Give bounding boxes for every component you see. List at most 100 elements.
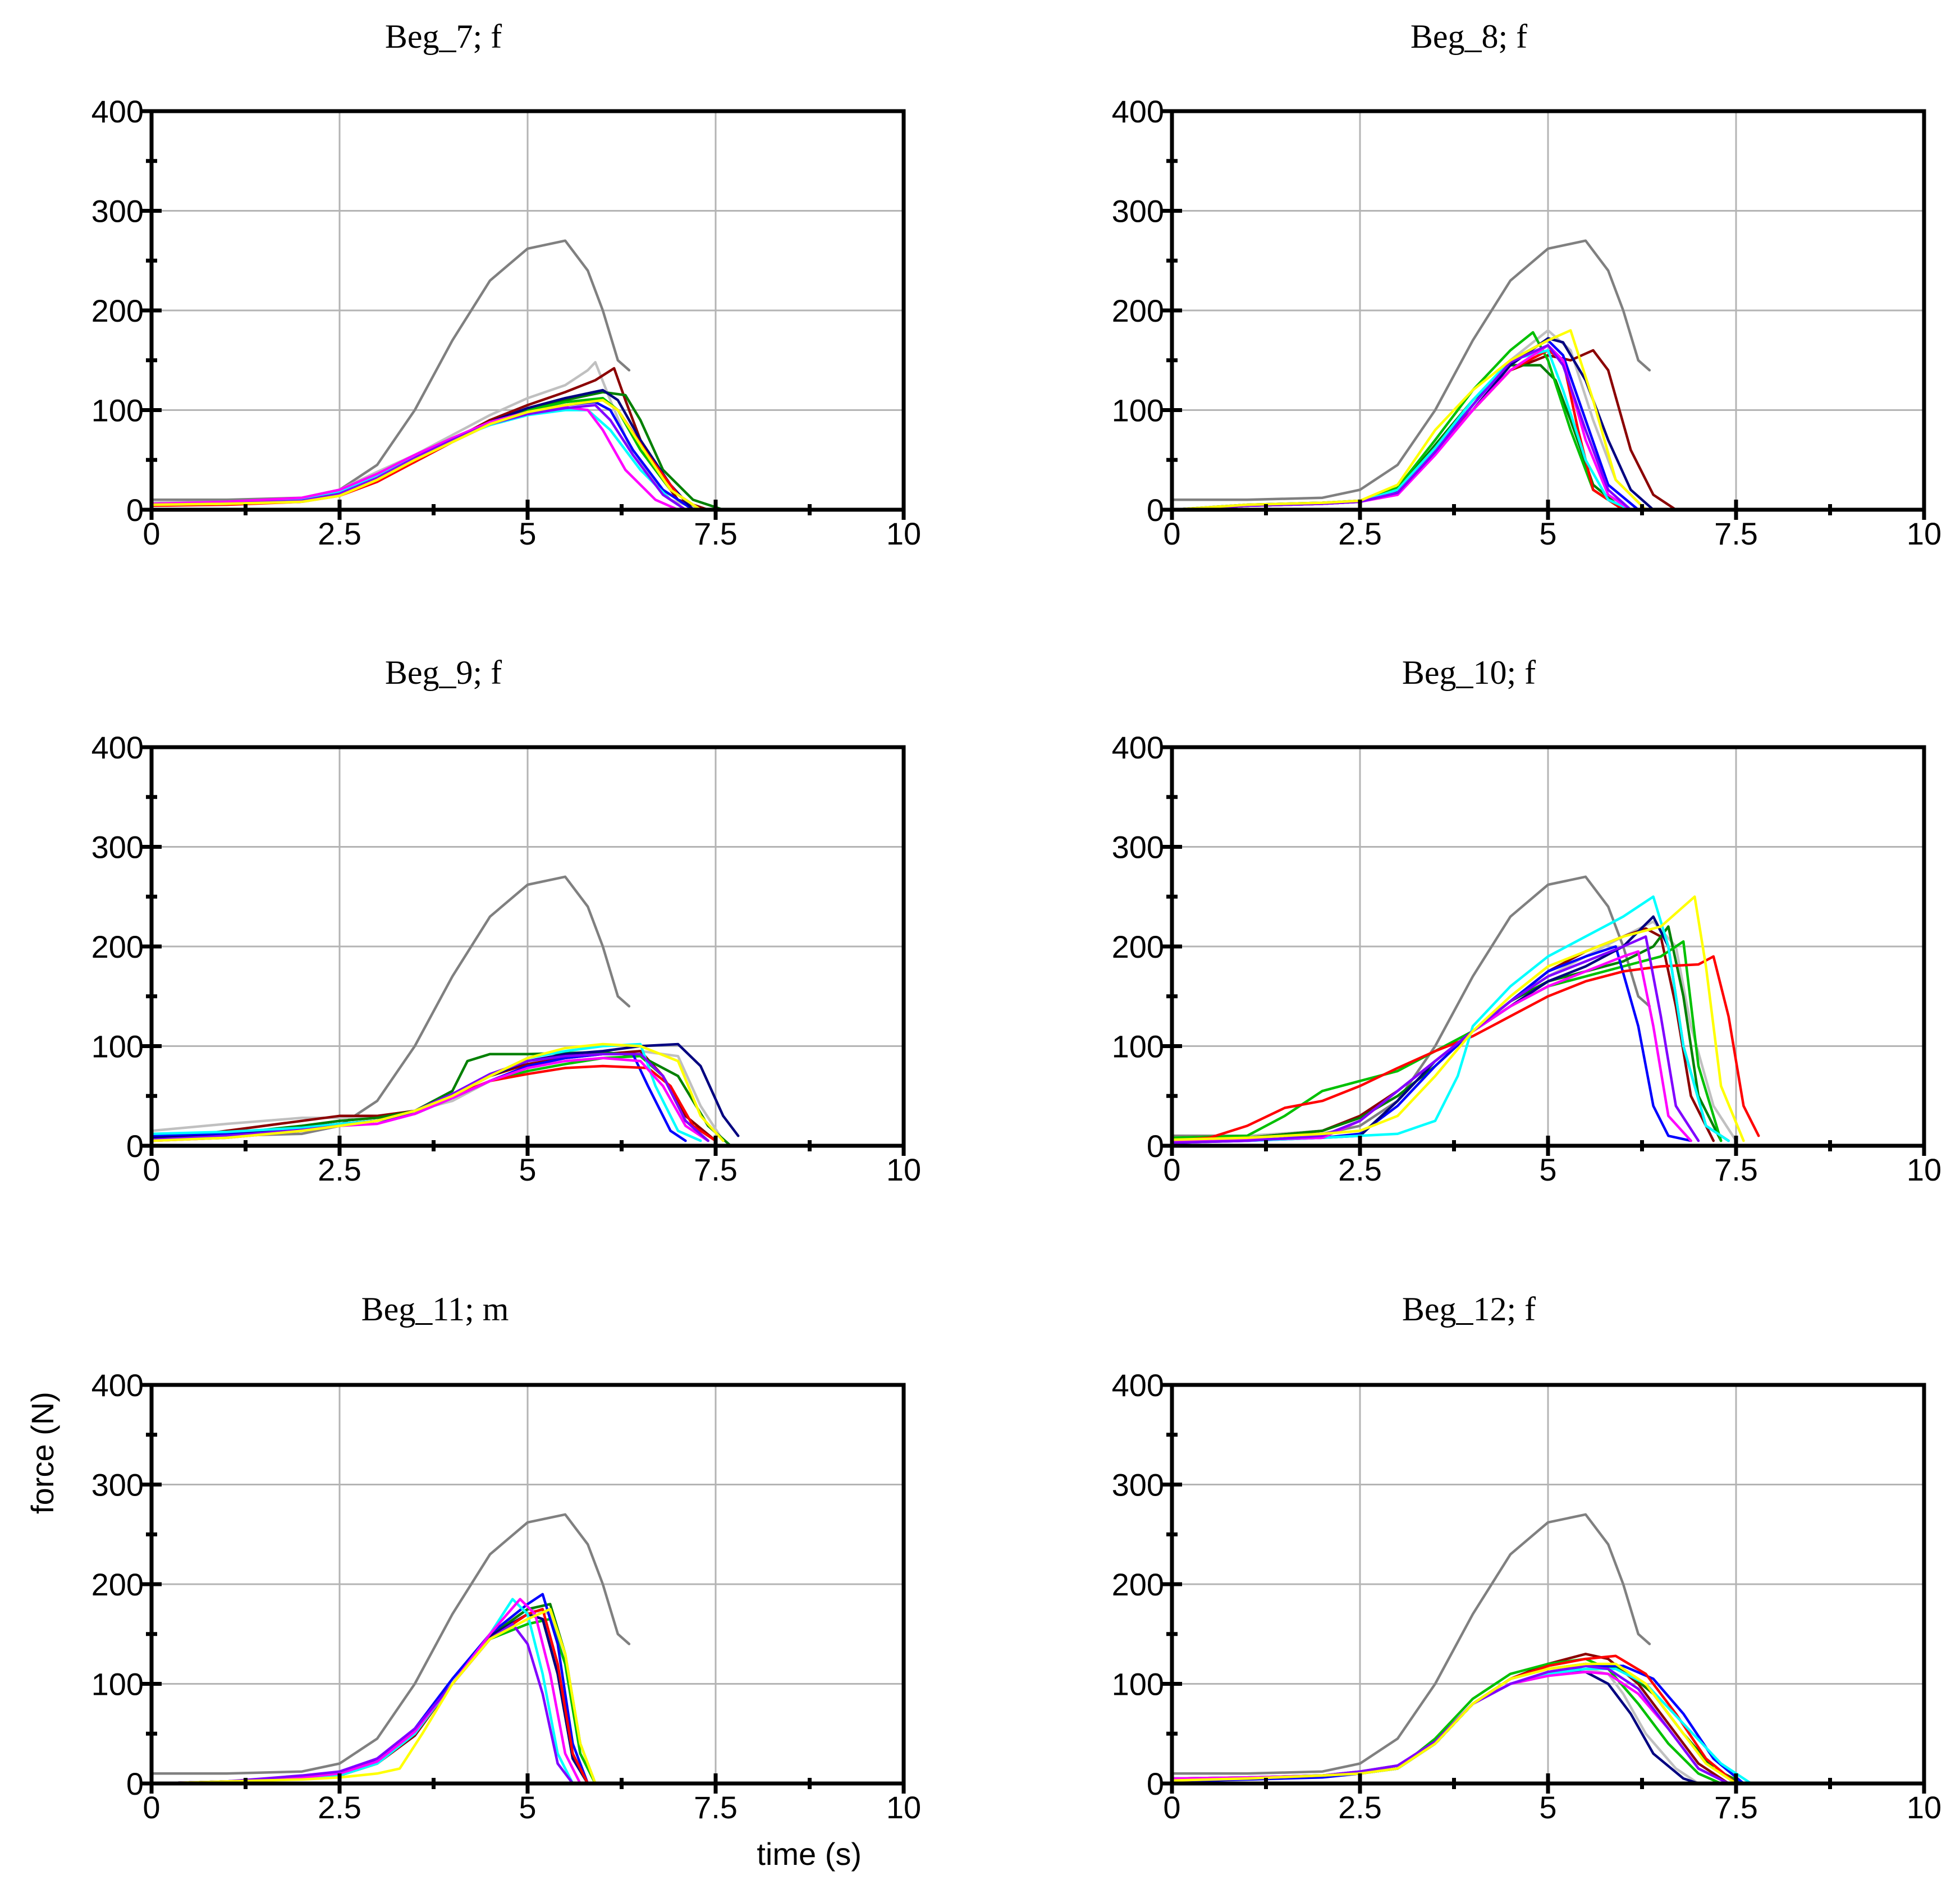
series-group — [150, 875, 740, 1147]
x-tick-label: 7.5 — [1714, 1790, 1758, 1825]
x-tick-label: 2.5 — [1338, 1152, 1382, 1187]
x-tick-label: 5 — [519, 1790, 536, 1825]
y-tick-labels: 0 100 200 300 400 — [91, 730, 144, 1164]
y-tick-label: 200 — [1112, 1567, 1164, 1602]
gridlines — [1172, 1385, 1924, 1783]
y-tick-label: 100 — [1112, 393, 1164, 428]
series-line-trial-9 — [150, 405, 680, 511]
x-tick-label: 5 — [1539, 1790, 1556, 1825]
y-tick-label: 400 — [1112, 1368, 1164, 1403]
y-tick-label: 200 — [1112, 929, 1164, 964]
y-tick-label: 400 — [1112, 94, 1164, 129]
axis-ticks — [1162, 745, 1926, 1156]
chart-title: Beg_9; f — [385, 654, 502, 691]
axis-ticks — [141, 109, 906, 520]
series-line-trial-11 — [1170, 329, 1647, 511]
chart-panel-beg-7: Beg_7; f 0 2.5 5 7.5 10 0 100 200 300 40… — [91, 18, 922, 551]
y-tick-label: 100 — [1112, 1667, 1164, 1702]
chart-title: Beg_11; m — [361, 1291, 509, 1328]
x-tick-labels: 0 2.5 5 7.5 10 — [143, 1790, 921, 1825]
x-tick-label: 0 — [143, 1790, 160, 1825]
x-tick-label: 2.5 — [1338, 516, 1382, 551]
y-tick-label: 0 — [126, 492, 144, 528]
x-tick-label: 10 — [886, 1790, 921, 1825]
series-line-trial-10 — [1170, 935, 1700, 1144]
x-tick-label: 7.5 — [694, 1790, 738, 1825]
y-tick-label: 0 — [1147, 1128, 1164, 1164]
series-line-trial-3 — [150, 1050, 732, 1147]
x-tick-label: 0 — [1163, 1790, 1180, 1825]
series-line-trial-8 — [1170, 895, 1730, 1142]
chart-panel-beg-9: Beg_9; f 0 2.5 5 7.5 10 0 100 200 300 40… — [91, 654, 922, 1187]
series-group — [150, 239, 725, 511]
x-tick-labels: 0 2.5 5 7.5 10 — [143, 516, 921, 551]
axis-ticks — [141, 745, 906, 1156]
y-tick-label: 300 — [91, 830, 144, 865]
axis-ticks — [1162, 109, 1926, 520]
series-group — [1170, 875, 1760, 1144]
y-tick-label: 100 — [91, 1667, 144, 1702]
gridlines — [152, 1385, 904, 1783]
y-tick-labels: 0 100 200 300 400 — [1112, 94, 1164, 528]
y-tick-labels: 0 100 200 300 400 — [91, 94, 144, 528]
x-tick-label: 0 — [143, 516, 160, 551]
y-tick-label: 200 — [1112, 293, 1164, 328]
x-tick-label: 10 — [1907, 1790, 1941, 1825]
axis-ticks — [1162, 1383, 1926, 1794]
chart-panel-beg-10: Beg_10; f 0 2.5 5 7.5 10 0 100 200 300 4… — [1112, 654, 1942, 1187]
x-tick-label: 5 — [519, 516, 536, 551]
y-tick-label: 0 — [126, 1128, 144, 1164]
series-line-trial-11 — [150, 1042, 725, 1142]
y-tick-labels: 0 100 200 300 400 — [1112, 1368, 1164, 1801]
y-tick-label: 200 — [91, 1567, 144, 1602]
x-tick-label: 0 — [143, 1152, 160, 1187]
x-tick-label: 0 — [1163, 516, 1180, 551]
chart-panel-beg-8: Beg_8; f 0 2.5 5 7.5 10 0 100 200 300 40… — [1112, 18, 1942, 551]
series-line-reference — [150, 1513, 631, 1775]
y-tick-label: 100 — [91, 1029, 144, 1064]
y-tick-label: 400 — [91, 730, 144, 765]
y-tick-label: 0 — [126, 1766, 144, 1801]
gridlines — [152, 747, 904, 1146]
x-tick-label: 2.5 — [318, 1790, 361, 1825]
series-line-reference — [150, 875, 631, 1137]
chart-title: Beg_7; f — [385, 18, 502, 55]
x-tick-labels: 0 2.5 5 7.5 10 — [1163, 1790, 1941, 1825]
x-tick-label: 10 — [1907, 1152, 1941, 1187]
y-tick-label: 100 — [1112, 1029, 1164, 1064]
y-tick-label: 300 — [1112, 830, 1164, 865]
chart-panel-beg-11: Beg_11; m 0 2.5 5 7.5 10 0 100 200 300 4… — [91, 1291, 922, 1825]
y-tick-label: 300 — [1112, 1467, 1164, 1503]
x-tick-label: 7.5 — [694, 1152, 738, 1187]
x-tick-label: 7.5 — [694, 516, 738, 551]
y-tick-label: 400 — [91, 1368, 144, 1403]
y-tick-label: 0 — [1147, 1766, 1164, 1801]
x-tick-label: 0 — [1163, 1152, 1180, 1187]
series-group — [150, 1513, 631, 1785]
series-line-reference — [1170, 239, 1651, 501]
x-tick-label: 7.5 — [1714, 516, 1758, 551]
y-tick-label: 0 — [1147, 492, 1164, 528]
y-axis-label: force (N) — [25, 1392, 60, 1514]
y-tick-label: 200 — [91, 929, 144, 964]
x-tick-label: 2.5 — [318, 1152, 361, 1187]
y-tick-labels: 0 100 200 300 400 — [91, 1368, 144, 1801]
series-line-trial-11 — [1170, 1662, 1738, 1785]
series-group — [1170, 239, 1678, 511]
y-tick-label: 400 — [1112, 730, 1164, 765]
x-tick-label: 10 — [1907, 516, 1941, 551]
y-tick-label: 400 — [91, 94, 144, 129]
x-tick-label: 5 — [519, 1152, 536, 1187]
x-tick-label: 5 — [1539, 1152, 1556, 1187]
gridlines — [1172, 747, 1924, 1146]
x-tick-label: 5 — [1539, 516, 1556, 551]
y-tick-label: 200 — [91, 293, 144, 328]
axis-ticks — [141, 1383, 906, 1794]
x-tick-label: 2.5 — [318, 516, 361, 551]
series-line-trial-11 — [150, 1608, 597, 1785]
y-tick-label: 100 — [91, 393, 144, 428]
x-tick-label: 2.5 — [1338, 1790, 1382, 1825]
x-tick-label: 7.5 — [1714, 1152, 1758, 1187]
